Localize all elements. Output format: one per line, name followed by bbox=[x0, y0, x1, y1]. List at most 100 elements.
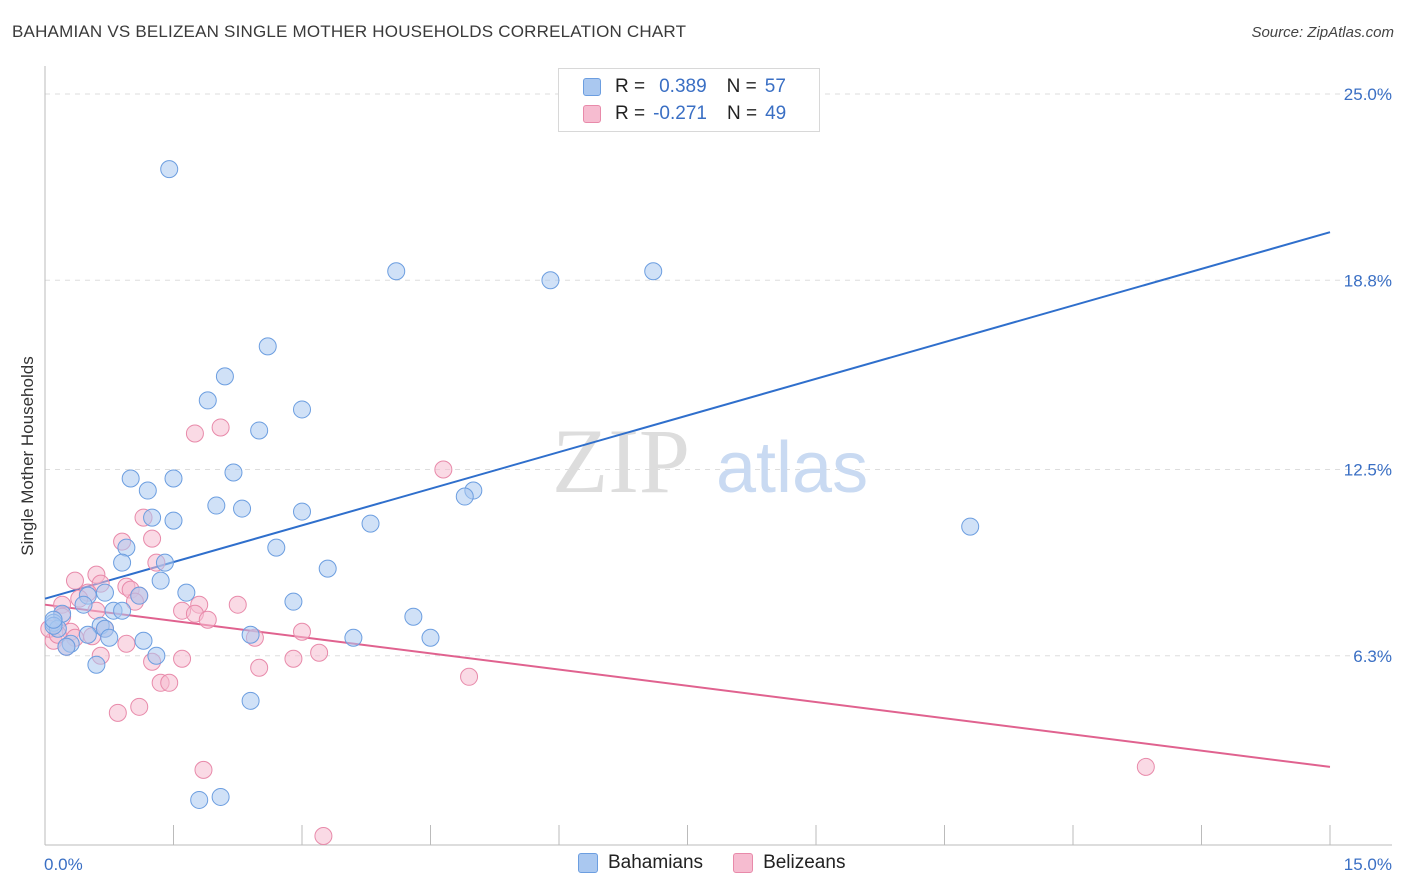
bahamian-point bbox=[164, 511, 183, 530]
belizean-point bbox=[185, 424, 204, 443]
bahamian-point bbox=[224, 463, 243, 482]
bahamian-point bbox=[233, 499, 252, 518]
bahamian-point bbox=[147, 646, 166, 665]
bahamian-point bbox=[215, 367, 234, 386]
legend-r-value: -0.271 bbox=[653, 103, 707, 124]
belizean-point bbox=[284, 649, 303, 668]
bahamian-point bbox=[318, 559, 337, 578]
bahamian-point bbox=[95, 583, 114, 602]
bahamian-point bbox=[241, 691, 260, 710]
y-tick-label: 18.8% bbox=[1344, 271, 1392, 290]
belizean-point bbox=[250, 658, 269, 677]
legend-n-value: 49 bbox=[765, 103, 787, 124]
bahamian-point bbox=[293, 502, 311, 521]
belizean-point bbox=[173, 649, 192, 668]
bahamian-point bbox=[57, 637, 76, 656]
bahamian-point bbox=[644, 262, 663, 281]
series-legend: Bahamians Belizeans bbox=[578, 852, 875, 874]
bahamian-point bbox=[361, 514, 380, 533]
bahamian-point bbox=[190, 790, 209, 809]
legend-row-belizeans: R = -0.271 N = 49 bbox=[583, 102, 786, 126]
bahamian-point bbox=[160, 160, 179, 179]
bahamian-point bbox=[177, 583, 196, 602]
y-tick-label: 6.3% bbox=[1353, 647, 1392, 666]
y-axis-label: Single Mother Households bbox=[18, 356, 37, 556]
watermark-zip: ZIP bbox=[552, 410, 690, 512]
legend-swatch-pink bbox=[733, 853, 754, 873]
bahamian-point bbox=[134, 631, 153, 650]
belizean-point bbox=[130, 697, 149, 716]
bahamian-point bbox=[113, 601, 132, 620]
bahamian-point bbox=[541, 271, 560, 290]
bahamian-point bbox=[78, 625, 97, 644]
belizean-point bbox=[228, 595, 247, 614]
bahamian-point bbox=[100, 628, 119, 647]
bahamian-point bbox=[207, 496, 226, 515]
y-tick-label: 25.0% bbox=[1344, 85, 1392, 104]
x-tick-label: 0.0% bbox=[44, 855, 83, 874]
belizean-point bbox=[314, 826, 333, 845]
belizean-trend-line bbox=[44, 603, 1331, 768]
legend-item-bahamians[interactable]: Bahamians bbox=[578, 852, 703, 874]
bahamian-point bbox=[164, 469, 183, 488]
x-tick-label: 15.0% bbox=[1344, 855, 1392, 874]
bahamian-point bbox=[250, 421, 269, 440]
belizean-point bbox=[117, 634, 136, 653]
chart-title: BAHAMIAN VS BELIZEAN SINGLE MOTHER HOUSE… bbox=[12, 22, 687, 41]
bahamian-point bbox=[121, 469, 140, 488]
bahamian-point bbox=[404, 607, 423, 626]
bahamian-point bbox=[198, 391, 217, 410]
bahamian-point bbox=[344, 628, 363, 647]
legend-label: Bahamians bbox=[608, 852, 704, 873]
bahamian-point bbox=[258, 337, 277, 356]
bahamian-point bbox=[138, 481, 157, 500]
legend-r-value: 0.389 bbox=[659, 76, 707, 97]
belizean-point bbox=[194, 760, 213, 779]
bahamian-point bbox=[267, 538, 286, 557]
legend-label: Belizeans bbox=[763, 852, 846, 873]
bahamian-point bbox=[961, 517, 980, 536]
watermark-atlas: atlas bbox=[716, 428, 868, 508]
bahamian-point bbox=[284, 592, 303, 611]
bahamian-trend-line bbox=[44, 231, 1331, 600]
legend-item-belizeans[interactable]: Belizeans bbox=[733, 852, 845, 874]
belizean-point bbox=[460, 667, 479, 686]
belizean-point bbox=[143, 529, 162, 548]
bahamian-point bbox=[387, 262, 406, 281]
bahamian-point bbox=[151, 571, 170, 590]
bahamian-point bbox=[143, 508, 162, 527]
legend-swatch-blue bbox=[578, 853, 598, 873]
belizean-point bbox=[293, 622, 311, 641]
x-tick-labels: 0.0% 15.0% bbox=[44, 855, 1392, 874]
bahamian-point bbox=[241, 625, 260, 644]
bahamian-point bbox=[455, 487, 474, 506]
axes bbox=[44, 66, 1392, 846]
bahamian-point bbox=[130, 586, 149, 605]
y-tick-label: 12.5% bbox=[1344, 461, 1392, 480]
belizean-point bbox=[1136, 757, 1155, 776]
gridlines bbox=[45, 93, 1392, 657]
belizean-point bbox=[310, 643, 329, 662]
source-label: Source: ZipAtlas.com bbox=[1251, 24, 1394, 41]
bahamian-point bbox=[211, 787, 230, 806]
bahamian-point bbox=[117, 538, 136, 557]
legend-row-bahamians: R = 0.389 N = 57 bbox=[583, 75, 786, 99]
bahamian-point bbox=[74, 595, 93, 614]
bahamian-point bbox=[293, 400, 311, 419]
belizean-point bbox=[160, 673, 179, 692]
bahamian-point bbox=[87, 655, 106, 674]
legend-swatch-pink bbox=[583, 105, 601, 123]
belizean-point bbox=[211, 418, 230, 437]
bahamian-point bbox=[113, 553, 132, 572]
stats-legend: R = 0.389 N = 57 R = -0.271 N = 49 bbox=[558, 68, 820, 132]
belizean-point bbox=[65, 571, 84, 590]
legend-n-label: N = bbox=[726, 76, 757, 97]
belizean-point bbox=[434, 460, 453, 479]
legend-n-value: 57 bbox=[764, 76, 786, 97]
legend-n-label: N = bbox=[726, 103, 758, 124]
bahamian-point bbox=[44, 610, 63, 629]
bahamian-point bbox=[155, 553, 174, 572]
legend-r-label: R = bbox=[615, 76, 646, 97]
data-points bbox=[40, 160, 1155, 845]
y-tick-labels: 6.3% 12.5% 18.8% 25.0% bbox=[1344, 85, 1392, 666]
